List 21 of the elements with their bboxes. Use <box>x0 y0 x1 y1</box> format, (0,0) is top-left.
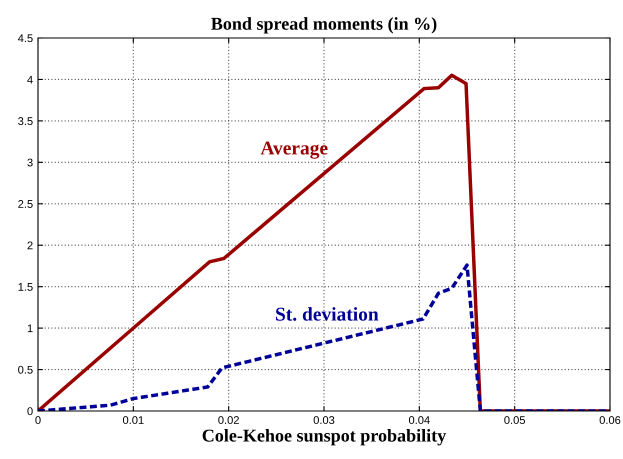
y-tick-label: 3.5 <box>18 117 33 126</box>
x-tick-label: 0.01 <box>122 416 144 424</box>
x-tick-label: 0 <box>35 416 41 424</box>
y-tick-label: 0 <box>27 407 33 416</box>
y-tick-label: 4.5 <box>18 34 33 42</box>
x-tick-label: 0.04 <box>408 416 430 424</box>
y-tick-label: 0.5 <box>18 366 33 374</box>
chart-title: Bond spread moments (in %) <box>211 17 436 34</box>
x-tick-label: 0.05 <box>504 416 526 424</box>
y-tick-label: 1.5 <box>18 283 33 291</box>
x-tick-label: 0.06 <box>600 416 620 424</box>
x-tick-label: 0.03 <box>314 416 334 424</box>
x-tick-label: 0.02 <box>218 416 239 424</box>
y-tick-label: 2.5 <box>18 200 33 208</box>
y-tick-label: 2 <box>28 241 33 250</box>
y-tick-label: 4 <box>27 76 33 84</box>
series-label: St. deviation <box>276 307 378 321</box>
y-tick-label: 3 <box>27 158 33 166</box>
y-tick-label: 1 <box>28 324 33 332</box>
x-axis-title: Cole-Kehoe sunspot probability <box>202 428 446 446</box>
series-label: Average <box>260 142 328 159</box>
